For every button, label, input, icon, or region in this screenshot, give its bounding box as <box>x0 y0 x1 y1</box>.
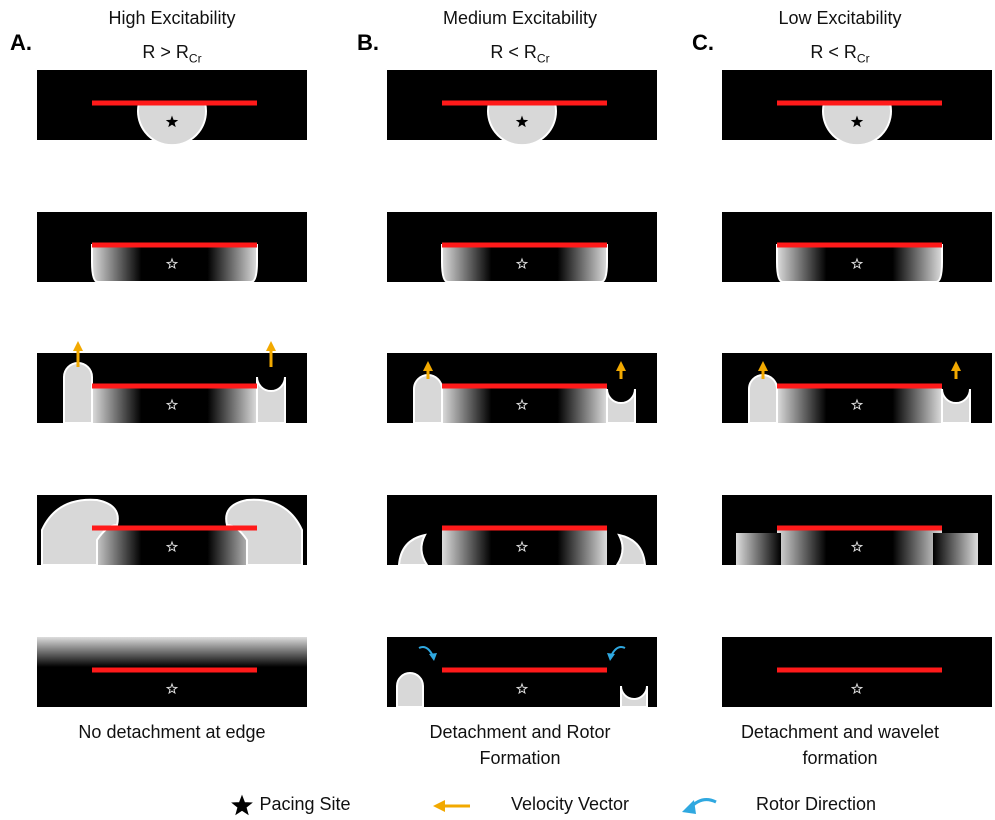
caption: formation <box>802 748 877 769</box>
column-title: Low Excitability <box>778 8 901 29</box>
column-title: High Excitability <box>108 8 235 29</box>
legend-text: Velocity Vector <box>511 794 629 815</box>
condition: R > RCr <box>142 42 201 66</box>
condition: R < RCr <box>810 42 869 66</box>
velocity-arrowhead <box>266 341 276 351</box>
wave-band <box>442 386 607 423</box>
wave-lobe <box>749 375 777 423</box>
wave-band <box>92 386 257 423</box>
wave-edge <box>736 533 781 565</box>
condition-subscript: Cr <box>189 52 202 66</box>
wave-edge <box>933 533 978 565</box>
legend-text: Pacing Site <box>259 794 350 815</box>
panel-letter: B. <box>357 30 379 56</box>
legend-text: Rotor Direction <box>756 794 876 815</box>
column-title: Medium Excitability <box>443 8 597 29</box>
panel-letter: C. <box>692 30 714 56</box>
wave-band <box>92 245 257 282</box>
wave-fade <box>37 637 307 667</box>
velocity-arrowhead <box>73 341 83 351</box>
caption: No detachment at edge <box>78 722 265 743</box>
wave-lobe <box>414 375 442 423</box>
wave-band <box>442 245 607 282</box>
wave-band <box>777 386 942 423</box>
caption: Detachment and Rotor <box>429 722 610 743</box>
wave-band <box>777 528 942 565</box>
wave-band <box>92 528 257 565</box>
wave-band <box>777 245 942 282</box>
condition-text: R < R <box>810 42 857 62</box>
wave-band <box>442 528 607 565</box>
condition-text: R > R <box>142 42 189 62</box>
pacing-star <box>233 796 252 814</box>
caption: Formation <box>479 748 560 769</box>
wave-lobe <box>64 363 92 423</box>
caption: Detachment and wavelet <box>741 722 939 743</box>
condition-subscript: Cr <box>537 52 550 66</box>
condition-text: R < R <box>490 42 537 62</box>
condition-subscript: Cr <box>857 52 870 66</box>
wave-lobe <box>397 673 423 707</box>
panel-letter: A. <box>10 30 32 56</box>
legend-rotor-head <box>682 800 696 814</box>
condition: R < RCr <box>490 42 549 66</box>
legend-velocity-head <box>433 800 445 812</box>
figure: A.High ExcitabilityR > RCrNo detachment … <box>0 0 995 820</box>
figure-art <box>0 0 995 820</box>
